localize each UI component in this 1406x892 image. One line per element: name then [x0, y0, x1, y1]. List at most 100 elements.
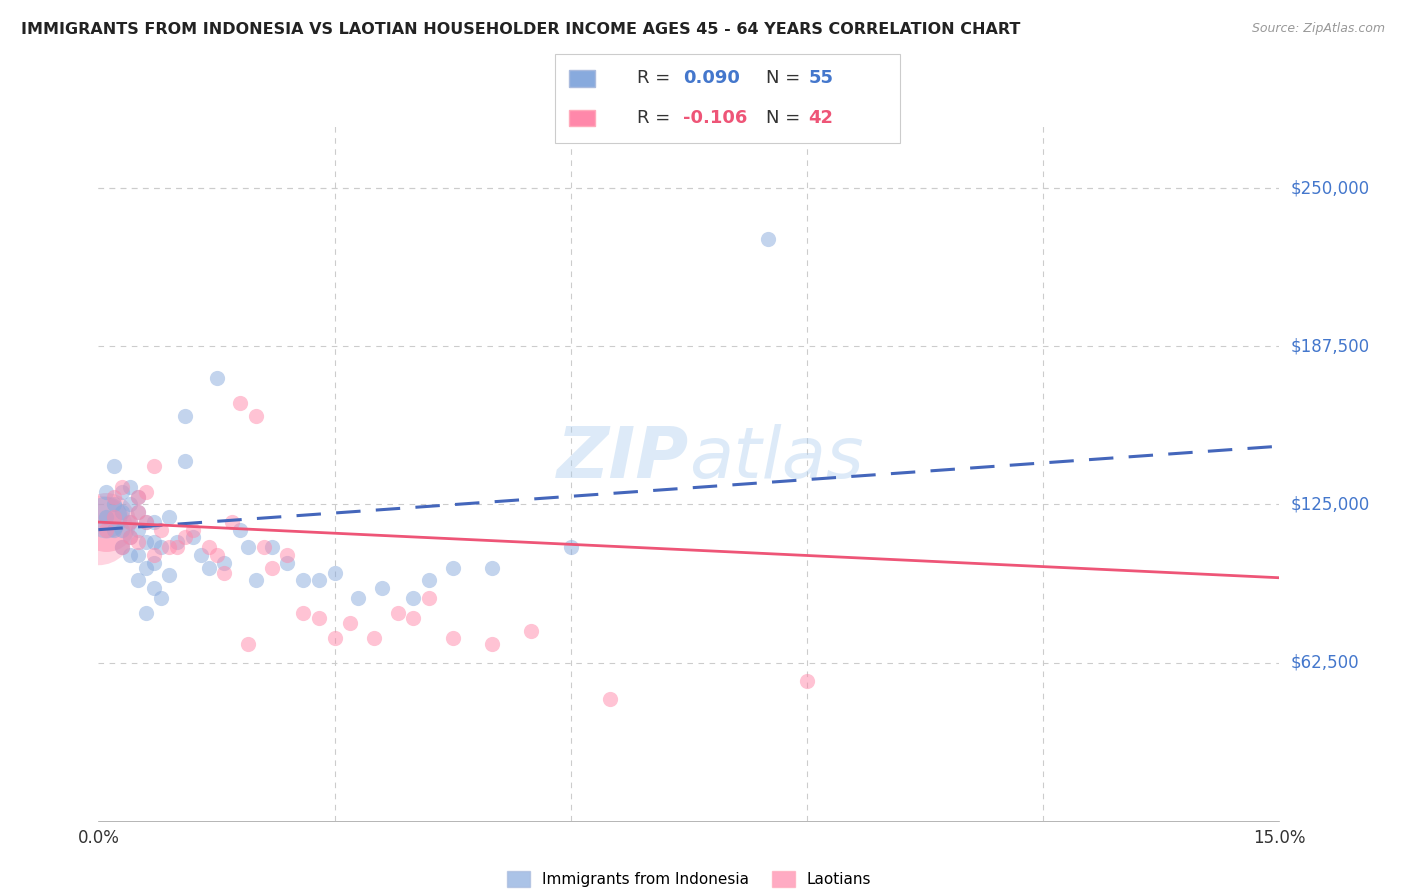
- Point: [174, 454, 197, 468]
- Point: [323, 566, 346, 580]
- Point: [118, 515, 141, 529]
- Point: [402, 591, 425, 605]
- Point: [150, 523, 173, 537]
- Point: [441, 632, 464, 646]
- Point: [387, 606, 409, 620]
- Text: $62,500: $62,500: [1291, 654, 1360, 672]
- Point: [205, 548, 228, 562]
- Text: 55: 55: [808, 70, 834, 87]
- Point: [292, 574, 315, 588]
- Point: [127, 535, 149, 549]
- Point: [418, 574, 440, 588]
- Point: [103, 459, 125, 474]
- Text: atlas: atlas: [689, 425, 863, 493]
- Point: [118, 480, 141, 494]
- Point: [166, 535, 188, 549]
- Point: [560, 541, 582, 555]
- Text: R =: R =: [637, 70, 676, 87]
- Point: [245, 574, 267, 588]
- Point: [253, 541, 276, 555]
- Text: $250,000: $250,000: [1291, 179, 1369, 197]
- Point: [347, 591, 370, 605]
- Point: [796, 674, 818, 689]
- Point: [402, 611, 425, 625]
- Point: [236, 541, 259, 555]
- Point: [127, 548, 149, 562]
- Point: [127, 574, 149, 588]
- Text: ZIP: ZIP: [557, 425, 689, 493]
- Point: [135, 515, 157, 529]
- Point: [339, 616, 361, 631]
- Point: [111, 523, 134, 537]
- Point: [135, 560, 157, 574]
- Point: [118, 548, 141, 562]
- Point: [214, 556, 236, 570]
- Point: [181, 530, 204, 544]
- Point: [118, 515, 141, 529]
- Point: [118, 530, 141, 544]
- Point: [87, 523, 110, 537]
- Point: [142, 459, 165, 474]
- Point: [127, 505, 149, 519]
- Point: [481, 560, 503, 574]
- Text: IMMIGRANTS FROM INDONESIA VS LAOTIAN HOUSEHOLDER INCOME AGES 45 - 64 YEARS CORRE: IMMIGRANTS FROM INDONESIA VS LAOTIAN HOU…: [21, 22, 1021, 37]
- Point: [135, 484, 157, 499]
- Point: [214, 566, 236, 580]
- Point: [166, 541, 188, 555]
- Point: [229, 396, 252, 410]
- Point: [135, 535, 157, 549]
- Point: [181, 523, 204, 537]
- Point: [127, 490, 149, 504]
- Point: [441, 560, 464, 574]
- Point: [174, 409, 197, 423]
- Point: [111, 505, 134, 519]
- Point: [363, 632, 385, 646]
- Point: [142, 548, 165, 562]
- Point: [260, 541, 283, 555]
- Point: [142, 556, 165, 570]
- Legend: Immigrants from Indonesia, Laotians: Immigrants from Indonesia, Laotians: [501, 865, 877, 892]
- Point: [142, 581, 165, 595]
- Point: [371, 581, 394, 595]
- Point: [323, 632, 346, 646]
- Point: [245, 409, 267, 423]
- Point: [260, 560, 283, 574]
- Point: [418, 591, 440, 605]
- Point: [96, 515, 118, 529]
- Point: [221, 515, 243, 529]
- Point: [103, 523, 125, 537]
- Point: [118, 530, 141, 544]
- Point: [150, 541, 173, 555]
- Point: [111, 484, 134, 499]
- Point: [157, 510, 180, 524]
- Point: [308, 611, 330, 625]
- Text: -0.106: -0.106: [683, 109, 748, 127]
- Point: [157, 568, 180, 582]
- Point: [111, 541, 134, 555]
- Point: [103, 490, 125, 504]
- Point: [174, 530, 197, 544]
- Point: [103, 497, 125, 511]
- Point: [150, 591, 173, 605]
- Point: [103, 510, 125, 524]
- Point: [96, 523, 118, 537]
- Point: [276, 548, 298, 562]
- Point: [111, 541, 134, 555]
- Point: [481, 636, 503, 650]
- Point: [308, 574, 330, 588]
- Point: [276, 556, 298, 570]
- Point: [142, 515, 165, 529]
- Point: [599, 692, 621, 706]
- Point: [111, 480, 134, 494]
- Point: [142, 535, 165, 549]
- Point: [135, 606, 157, 620]
- Text: $125,000: $125,000: [1291, 495, 1369, 514]
- Point: [127, 505, 149, 519]
- Text: 0.090: 0.090: [683, 70, 740, 87]
- Point: [292, 606, 315, 620]
- Point: [520, 624, 543, 638]
- Point: [127, 523, 149, 537]
- Text: R =: R =: [637, 109, 676, 127]
- Point: [756, 232, 779, 246]
- Point: [157, 541, 180, 555]
